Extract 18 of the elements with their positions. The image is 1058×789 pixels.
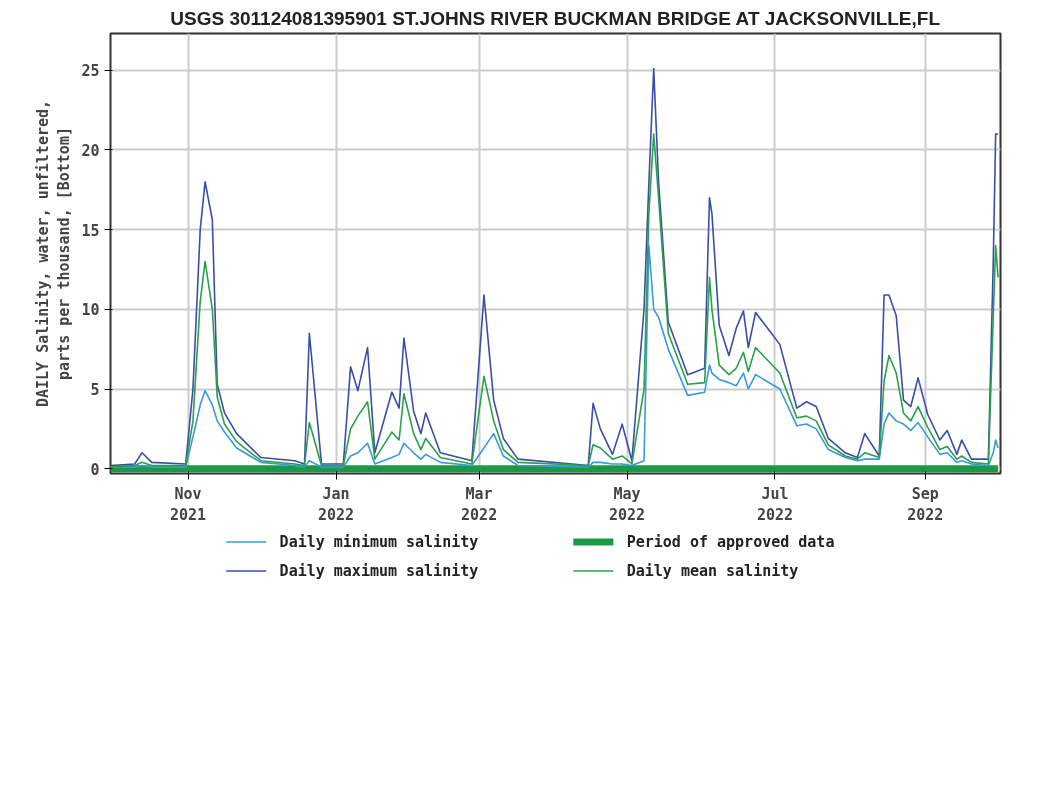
x-tick-label: Jan 2022 — [317, 484, 355, 525]
x-tick-label: Sep 2022 — [907, 484, 944, 525]
y-tick-label: 25 — [81, 62, 100, 81]
y-tick-label: 20 — [81, 141, 100, 160]
x-tick-label: Mar 2022 — [461, 484, 498, 525]
x-tick-label: May 2022 — [608, 484, 646, 525]
y-tick-label: 10 — [81, 301, 100, 320]
y-axis-title: DAILY Salinity, water, unfiltered, parts per thousand, [Bottom] — [33, 99, 74, 408]
y-tick-label: 0 — [90, 460, 100, 479]
legend-label: Period of approved data — [626, 533, 835, 551]
chart-title: USGS 301124081395901 ST.JOHNS RIVER BUCKMAN BRIDGE AT JACKSONVILLE,FL — [170, 7, 941, 29]
legend-label: Daily mean salinity — [626, 562, 799, 580]
x-tick-label: Jul 2022 — [756, 484, 794, 525]
legend-label: Daily minimum salinity — [279, 533, 479, 551]
legend-label: Daily maximum salinity — [279, 562, 479, 580]
x-tick-label: Nov 2021 — [170, 484, 207, 525]
y-tick-label: 5 — [90, 381, 100, 400]
y-tick-label: 15 — [81, 221, 100, 240]
